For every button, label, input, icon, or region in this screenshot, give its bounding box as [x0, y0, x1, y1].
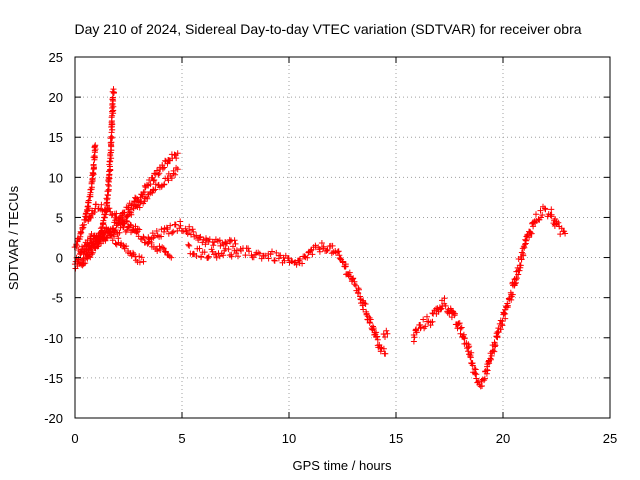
series-markers: [380, 327, 391, 340]
y-tick-label: 25: [49, 50, 63, 65]
x-tick-label: 10: [282, 431, 296, 446]
y-tick-label: -15: [44, 371, 63, 386]
series-late-segment-b: [410, 203, 569, 390]
series-markers: [83, 223, 143, 253]
y-tick-label: -10: [44, 331, 63, 346]
plot-frame: [74, 56, 611, 419]
y-tick-labels: -20 -15 -10 -5 0 5 10 15 20 25: [44, 50, 63, 426]
y-tick-label: -5: [51, 291, 63, 306]
series-markers: [185, 240, 389, 357]
series-hump-4-7h: [145, 218, 239, 250]
x-tick-label: 15: [389, 431, 403, 446]
axis-ticks: [74, 56, 611, 419]
data-series: [71, 86, 569, 390]
x-tick-labels: 0 5 10 15 20 25: [71, 431, 617, 446]
y-tick-label: 0: [56, 251, 63, 266]
y-axis-label: SDTVAR / TECUs: [6, 185, 21, 290]
y-tick-label: -20: [44, 411, 63, 426]
x-tick-label: 5: [178, 431, 185, 446]
x-tick-label: 25: [603, 431, 617, 446]
grid-lines: [75, 57, 610, 418]
x-tick-label: 0: [71, 431, 78, 446]
x-tick-label: 20: [496, 431, 510, 446]
series-low-bands-b: [83, 223, 143, 253]
y-tick-label: 20: [49, 90, 63, 105]
series-main-track: [185, 240, 389, 357]
series-markers: [145, 218, 239, 250]
chart-title: Day 210 of 2024, Sidereal Day-to-day VTE…: [74, 21, 581, 37]
series-late-segment-a: [380, 327, 391, 340]
y-tick-label: 15: [49, 130, 63, 145]
y-tick-label: 5: [56, 210, 63, 225]
x-axis-label: GPS time / hours: [293, 458, 392, 473]
y-tick-label: 10: [49, 170, 63, 185]
series-markers: [410, 203, 569, 390]
